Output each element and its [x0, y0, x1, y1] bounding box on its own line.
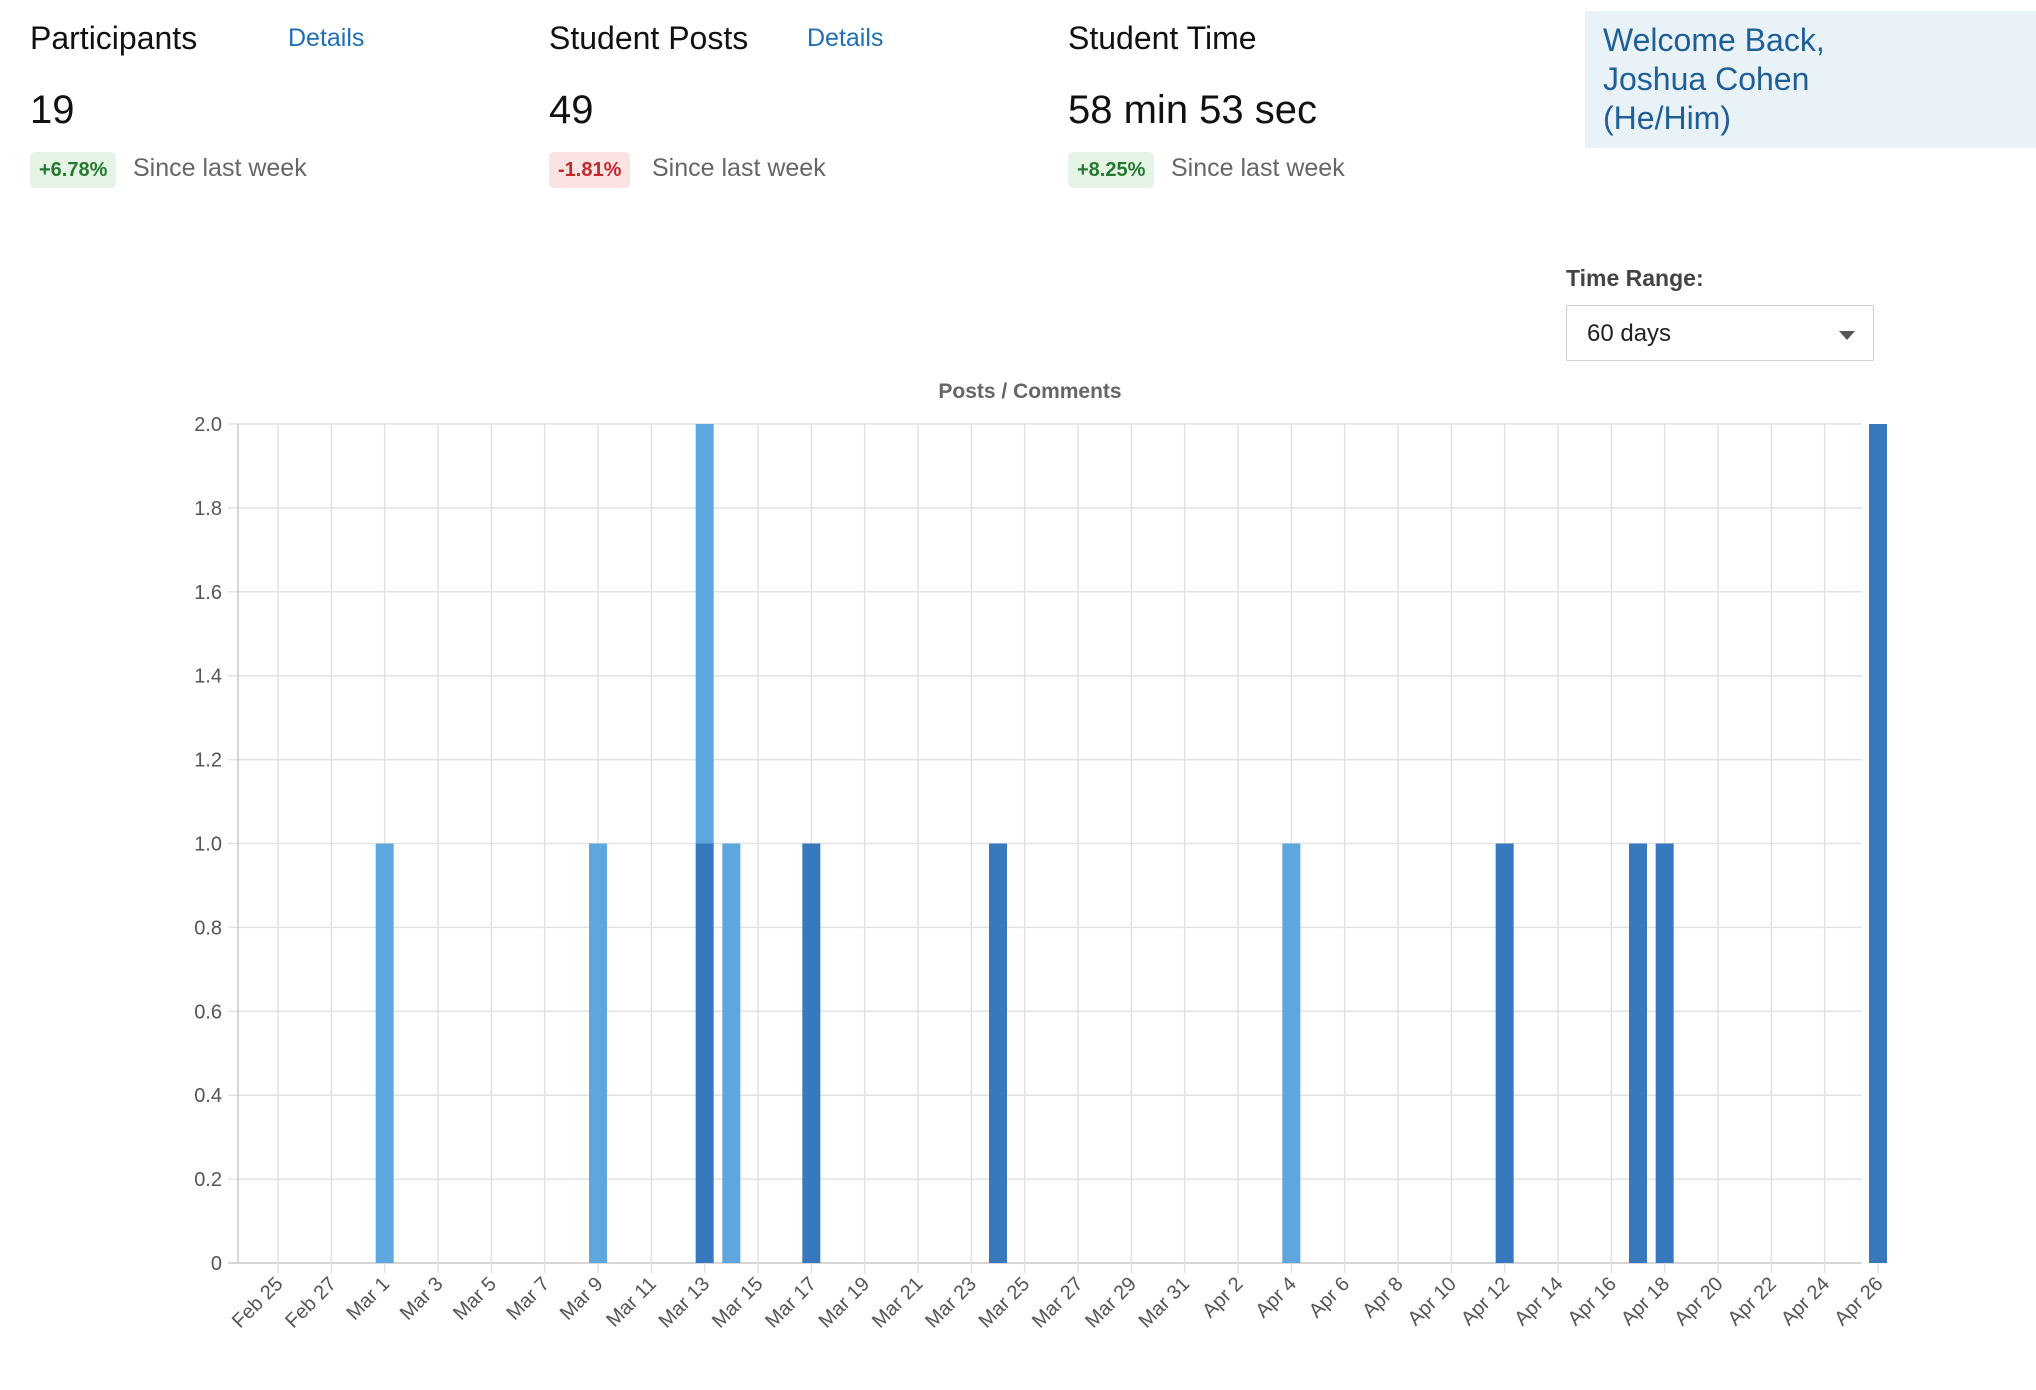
y-tick-label: 0.4 [194, 1085, 222, 1107]
y-tick-label: 1.0 [194, 834, 222, 856]
student-time-title: Student Time [1068, 20, 1257, 56]
x-tick-label: Mar 11 [602, 1273, 661, 1332]
chart-title: Posts / Comments [938, 380, 1122, 403]
y-tick-label: 0 [211, 1253, 222, 1275]
y-tick-label: 0.2 [194, 1169, 222, 1191]
x-tick-label: Mar 25 [975, 1273, 1035, 1333]
x-tick-label: Mar 5 [449, 1273, 501, 1325]
bar [802, 843, 821, 1263]
student-posts-change-badge: -1.81% [549, 152, 631, 188]
x-tick-label: Mar 13 [655, 1273, 715, 1333]
x-tick-label: Apr 4 [1252, 1273, 1301, 1322]
x-tick-label: Feb 25 [228, 1273, 288, 1333]
welcome-pronouns: (He/Him) [1603, 100, 1731, 136]
y-tick-label: 0.8 [194, 917, 222, 939]
welcome-panel: Welcome Back, Joshua Cohen (He/Him) [1585, 11, 2036, 148]
bar [1495, 843, 1514, 1263]
x-tick-label: Mar 31 [1135, 1273, 1195, 1333]
x-tick-label: Apr 2 [1198, 1273, 1247, 1322]
student-time-since-text: Since last week [1171, 154, 1345, 182]
student-posts-details-link[interactable]: Details [807, 24, 884, 52]
x-tick-label: Mar 1 [342, 1273, 394, 1325]
x-tick-label: Apr 6 [1305, 1273, 1354, 1322]
x-tick-label: Mar 23 [921, 1273, 981, 1333]
x-tick-label: Mar 15 [708, 1273, 768, 1333]
x-tick-label: Apr 24 [1777, 1273, 1834, 1330]
x-tick-label: Mar 9 [556, 1273, 608, 1325]
x-tick-label: Mar 29 [1081, 1273, 1141, 1333]
x-tick-label: Apr 18 [1617, 1273, 1674, 1330]
bar [589, 843, 607, 1263]
participants-change-badge: +6.78% [30, 152, 117, 188]
x-tick-label: Mar 21 [868, 1273, 928, 1333]
time-range-label: Time Range: [1566, 265, 1704, 291]
time-range-select[interactable]: 60 days [1566, 305, 1874, 361]
bar [989, 843, 1007, 1263]
student-posts-title: Student Posts [549, 20, 749, 56]
x-tick-label: Apr 12 [1457, 1273, 1514, 1330]
x-tick-label: Apr 14 [1510, 1273, 1567, 1330]
bar [695, 424, 714, 844]
bar [695, 843, 714, 1263]
student-time-value: 58 min 53 sec [1068, 88, 1318, 132]
x-tick-label: Feb 27 [281, 1273, 341, 1333]
student-time-change-badge: +8.25% [1068, 152, 1155, 188]
y-tick-label: 1.4 [194, 666, 222, 688]
y-tick-label: 2.0 [194, 414, 222, 436]
y-tick-label: 1.6 [194, 582, 222, 604]
participants-since-text: Since last week [133, 154, 307, 182]
x-tick-label: Mar 3 [396, 1273, 448, 1325]
x-tick-label: Apr 26 [1830, 1273, 1887, 1330]
x-tick-label: Mar 7 [502, 1273, 554, 1325]
bar [722, 843, 741, 1263]
bar [1869, 424, 1887, 1263]
x-tick-label: Apr 22 [1724, 1273, 1781, 1330]
x-tick-label: Mar 27 [1028, 1273, 1088, 1333]
student-posts-value: 49 [549, 88, 594, 132]
x-tick-label: Apr 20 [1670, 1273, 1727, 1330]
x-tick-label: Mar 19 [815, 1273, 875, 1333]
student-posts-since-text: Since last week [652, 154, 826, 182]
participants-title: Participants [30, 20, 198, 56]
welcome-greeting: Welcome Back, [1603, 22, 1825, 58]
x-tick-label: Mar 17 [761, 1273, 821, 1333]
x-tick-label: Apr 16 [1564, 1273, 1621, 1330]
participants-value: 19 [30, 88, 75, 132]
x-tick-label: Apr 10 [1404, 1273, 1461, 1330]
bar [375, 843, 394, 1263]
bar [1282, 843, 1301, 1263]
y-tick-label: 1.8 [194, 498, 222, 520]
bar [1629, 843, 1647, 1263]
y-tick-label: 1.2 [194, 750, 222, 772]
y-tick-label: 0.6 [194, 1001, 222, 1023]
x-tick-label: Apr 8 [1358, 1273, 1407, 1322]
bar [1655, 843, 1674, 1263]
participants-details-link[interactable]: Details [288, 24, 365, 52]
time-range-selected-value: 60 days [1587, 320, 1672, 347]
chevron-down-icon [1839, 331, 1855, 340]
welcome-user-name: Joshua Cohen [1603, 61, 1810, 97]
